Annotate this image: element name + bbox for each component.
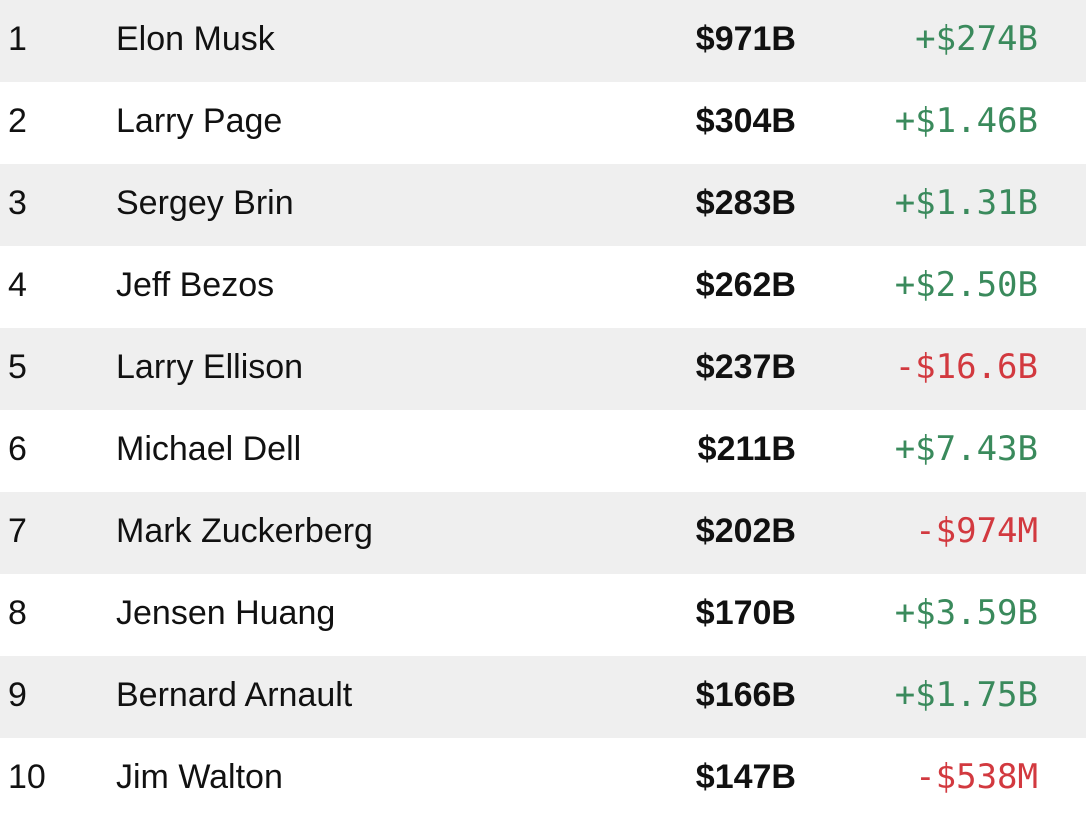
rank-cell: 6: [8, 430, 27, 468]
table-row: 1 Elon Musk $971B +$274B: [0, 0, 1086, 82]
change-cell: -$538M: [915, 757, 1038, 797]
change-cell: +$1.46B: [894, 101, 1038, 141]
name-cell: Mark Zuckerberg: [116, 512, 373, 550]
worth-cell: $262B: [695, 266, 796, 304]
worth-cell: $202B: [695, 512, 796, 550]
worth-cell: $166B: [695, 676, 796, 714]
worth-cell: $170B: [695, 594, 796, 632]
rank-cell: 8: [8, 594, 27, 632]
change-cell: +$1.75B: [894, 675, 1038, 715]
change-cell: +$2.50B: [894, 265, 1038, 305]
name-cell: Larry Page: [116, 102, 283, 140]
table-row: 7 Mark Zuckerberg $202B -$974M: [0, 492, 1086, 574]
rank-cell: 9: [8, 676, 27, 714]
worth-cell: $304B: [695, 102, 796, 140]
table-row: 8 Jensen Huang $170B +$3.59B: [0, 574, 1086, 656]
rank-cell: 3: [8, 184, 27, 222]
worth-cell: $237B: [695, 348, 796, 386]
name-cell: Jim Walton: [116, 758, 283, 796]
table-row: 2 Larry Page $304B +$1.46B: [0, 82, 1086, 164]
change-cell: +$1.31B: [894, 183, 1038, 223]
name-cell: Jeff Bezos: [116, 266, 275, 304]
worth-cell: $283B: [695, 184, 796, 222]
name-cell: Michael Dell: [116, 430, 302, 468]
table-row: 10 Jim Walton $147B -$538M: [0, 738, 1086, 820]
name-cell: Elon Musk: [116, 20, 275, 58]
table-row: 5 Larry Ellison $237B -$16.6B: [0, 328, 1086, 410]
rank-cell: 4: [8, 266, 27, 304]
table-row: 6 Michael Dell $211B +$7.43B: [0, 410, 1086, 492]
rank-cell: 2: [8, 102, 27, 140]
change-cell: +$7.43B: [894, 429, 1038, 469]
name-cell: Jensen Huang: [116, 594, 336, 632]
worth-cell: $971B: [695, 20, 796, 58]
worth-cell: $211B: [697, 430, 796, 468]
name-cell: Larry Ellison: [116, 348, 304, 386]
table-row: 4 Jeff Bezos $262B +$2.50B: [0, 246, 1086, 328]
table-row: 3 Sergey Brin $283B +$1.31B: [0, 164, 1086, 246]
rank-cell: 10: [8, 758, 46, 796]
rank-cell: 5: [8, 348, 27, 386]
table-row: 9 Bernard Arnault $166B +$1.75B: [0, 656, 1086, 738]
change-cell: -$16.6B: [894, 347, 1038, 387]
rank-cell: 7: [8, 512, 27, 550]
change-cell: +$274B: [915, 19, 1038, 59]
change-cell: -$974M: [915, 511, 1038, 551]
rank-cell: 1: [8, 20, 27, 58]
name-cell: Bernard Arnault: [116, 676, 353, 714]
change-cell: +$3.59B: [894, 593, 1038, 633]
worth-cell: $147B: [695, 758, 796, 796]
name-cell: Sergey Brin: [116, 184, 294, 222]
